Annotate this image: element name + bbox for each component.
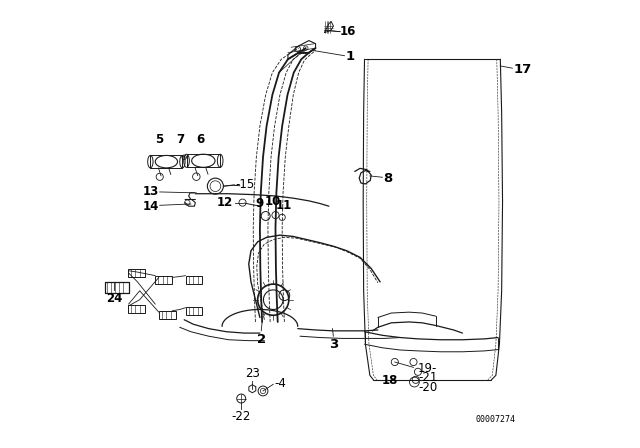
Text: -22: -22 — [232, 410, 251, 423]
Text: 17: 17 — [513, 63, 531, 76]
Text: 23: 23 — [245, 367, 260, 380]
Bar — [127, 306, 145, 314]
Text: 3: 3 — [329, 338, 338, 351]
Text: 00007274: 00007274 — [476, 415, 516, 424]
Text: 16: 16 — [340, 25, 356, 38]
Bar — [159, 311, 176, 319]
Bar — [150, 155, 182, 168]
Text: -21: -21 — [418, 371, 437, 384]
Text: 5: 5 — [155, 133, 163, 146]
Bar — [156, 276, 172, 284]
Text: 18: 18 — [381, 374, 397, 387]
Text: -20: -20 — [418, 381, 437, 394]
Text: 14: 14 — [143, 200, 159, 213]
Text: 8: 8 — [383, 172, 392, 185]
Text: 7: 7 — [176, 133, 184, 146]
Text: 11: 11 — [275, 198, 292, 211]
Text: 10: 10 — [265, 195, 282, 208]
Text: 12: 12 — [217, 196, 233, 209]
Bar — [186, 154, 220, 167]
Text: 19-: 19- — [418, 362, 437, 375]
Text: 24: 24 — [106, 292, 122, 305]
Text: -4: -4 — [274, 377, 286, 390]
Text: 6: 6 — [196, 133, 205, 146]
Text: 13: 13 — [143, 185, 159, 198]
Text: 9: 9 — [256, 197, 264, 210]
Text: 2: 2 — [257, 332, 266, 346]
Bar — [186, 276, 202, 284]
Text: -15: -15 — [236, 178, 255, 191]
Bar — [186, 307, 202, 315]
Text: 1: 1 — [346, 50, 355, 63]
Bar — [127, 269, 145, 277]
